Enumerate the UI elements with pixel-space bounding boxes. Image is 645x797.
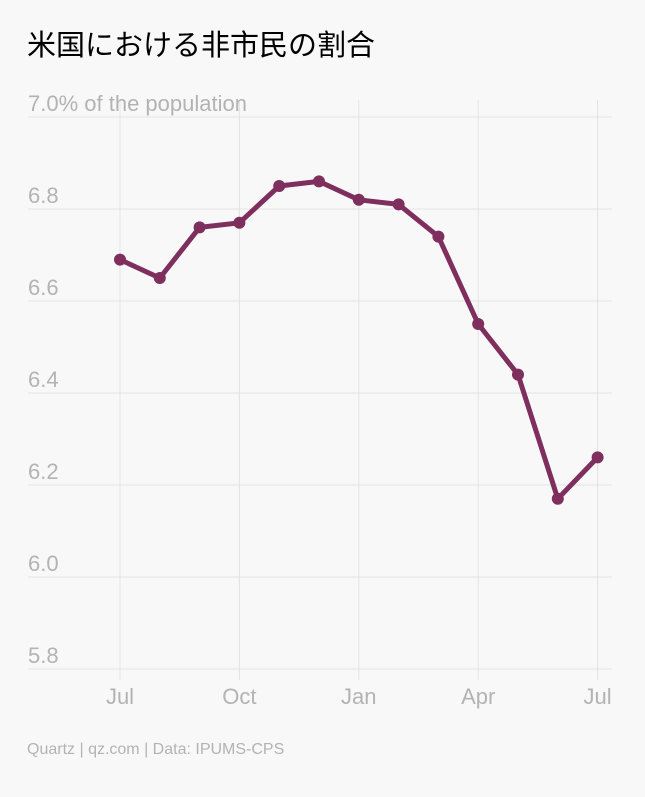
x-tick-label: Oct [222, 684, 256, 709]
chart-title: 米国における非市民の割合 [27, 28, 376, 62]
data-point [313, 175, 325, 188]
data-point [591, 451, 604, 464]
y-tick-label: 6.6 [28, 275, 59, 300]
y-tick-label: 6.0 [28, 551, 59, 576]
y-tick-label: 6.4 [28, 367, 59, 392]
data-point [472, 318, 485, 330]
data-point [512, 368, 524, 381]
y-tick-label-top: 7.0% of the population [28, 91, 247, 116]
x-tick-label: Jul [584, 684, 612, 709]
x-tick-label: Jul [106, 684, 134, 709]
data-point [392, 198, 405, 211]
data-point [273, 180, 286, 192]
data-point [153, 272, 166, 284]
data-point [352, 193, 365, 206]
y-tick-label: 6.8 [28, 183, 59, 208]
x-tick-label: Apr [461, 684, 495, 709]
data-point [432, 230, 445, 243]
y-tick-label: 6.2 [28, 459, 59, 484]
data-point [551, 492, 564, 505]
data-point [193, 221, 206, 234]
data-point [233, 216, 246, 229]
x-tick-label: Jan [341, 684, 376, 709]
y-tick-label: 5.8 [28, 643, 59, 668]
data-point [114, 253, 126, 266]
source-footer: Quartz | qz.com | Data: IPUMS-CPS [27, 741, 285, 758]
